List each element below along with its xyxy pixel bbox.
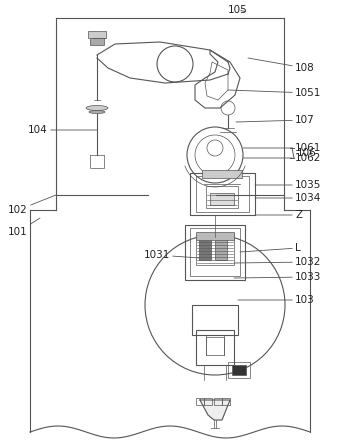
Text: 103: 103 bbox=[238, 295, 315, 305]
Text: 108: 108 bbox=[248, 58, 315, 73]
Bar bbox=[196, 232, 234, 240]
Ellipse shape bbox=[89, 110, 105, 113]
Bar bbox=[228, 362, 250, 378]
Bar bbox=[190, 173, 255, 215]
Text: 102: 102 bbox=[8, 195, 56, 215]
Bar bbox=[232, 365, 246, 375]
Bar bbox=[199, 238, 211, 260]
Text: Z: Z bbox=[255, 210, 302, 220]
Bar bbox=[190, 228, 240, 276]
Text: 101: 101 bbox=[8, 218, 40, 237]
Text: 1033: 1033 bbox=[234, 272, 321, 282]
Text: 1031: 1031 bbox=[144, 250, 200, 260]
Bar bbox=[196, 398, 204, 405]
Text: 107: 107 bbox=[236, 115, 315, 125]
Bar bbox=[90, 37, 104, 45]
Text: 1032: 1032 bbox=[234, 257, 321, 267]
Text: 105: 105 bbox=[228, 5, 248, 15]
Text: 1061: 1061 bbox=[243, 143, 321, 153]
Text: 1035: 1035 bbox=[255, 180, 321, 190]
Text: 104: 104 bbox=[28, 125, 97, 135]
Bar bbox=[210, 193, 234, 205]
Bar bbox=[88, 31, 106, 38]
Bar bbox=[196, 235, 234, 265]
Bar bbox=[204, 398, 212, 405]
Bar bbox=[196, 330, 234, 365]
Bar bbox=[196, 176, 249, 212]
Text: L: L bbox=[240, 243, 301, 253]
Bar bbox=[215, 238, 227, 260]
Bar bbox=[206, 337, 224, 355]
Text: 1062: 1062 bbox=[243, 153, 321, 163]
Bar bbox=[214, 398, 222, 405]
Text: 1034: 1034 bbox=[255, 193, 321, 203]
Text: 1051: 1051 bbox=[228, 88, 321, 98]
Bar bbox=[185, 225, 245, 280]
Text: 106: 106 bbox=[297, 148, 317, 158]
Bar bbox=[206, 186, 238, 208]
Ellipse shape bbox=[86, 105, 108, 110]
Polygon shape bbox=[200, 400, 230, 420]
Bar bbox=[222, 398, 230, 405]
Bar bbox=[192, 305, 238, 335]
Bar bbox=[202, 170, 242, 178]
